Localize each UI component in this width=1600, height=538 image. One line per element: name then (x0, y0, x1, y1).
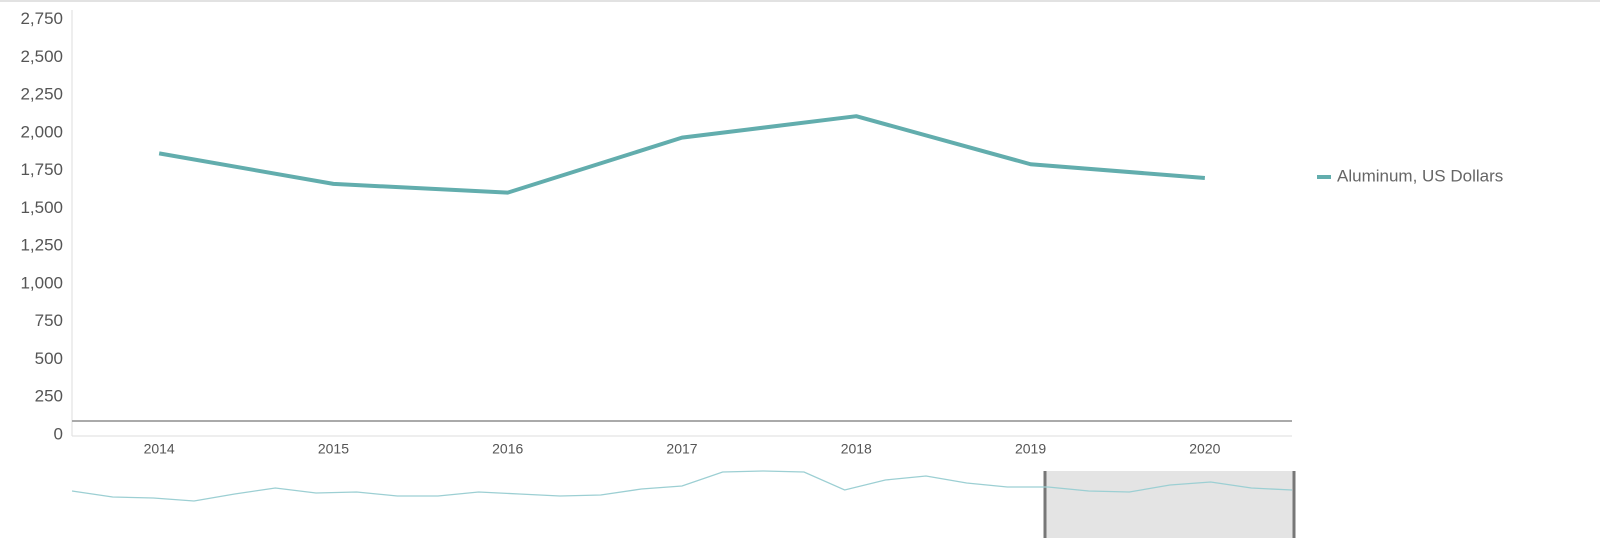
navigator-selection[interactable] (1045, 471, 1294, 538)
y-tick-label: 1,250 (20, 236, 63, 255)
navigator-line (71, 470, 1293, 502)
x-tick-label: 2016 (492, 441, 523, 457)
y-tick-label: 750 (35, 311, 63, 330)
series-line (158, 114, 1206, 195)
y-tick-label: 1,500 (20, 198, 63, 217)
y-tick-label: 2,000 (20, 122, 63, 141)
y-tick-label: 0 (54, 424, 63, 443)
x-tick-label: 2020 (1189, 441, 1220, 457)
x-tick-label: 2014 (144, 441, 175, 457)
legend-label[interactable]: Aluminum, US Dollars (1337, 166, 1503, 185)
y-tick-label: 1,750 (20, 160, 63, 179)
y-tick-label: 500 (35, 349, 63, 368)
y-tick-label: 2,500 (20, 47, 63, 66)
x-tick-label: 2017 (666, 441, 697, 457)
x-tick-label: 2015 (318, 441, 349, 457)
y-tick-label: 250 (35, 387, 63, 406)
y-tick-label: 1,000 (20, 273, 63, 292)
y-tick-label: 2,750 (20, 9, 63, 28)
x-tick-label: 2018 (841, 441, 872, 457)
x-tick-label: 2019 (1015, 441, 1046, 457)
y-tick-label: 2,250 (20, 85, 63, 104)
